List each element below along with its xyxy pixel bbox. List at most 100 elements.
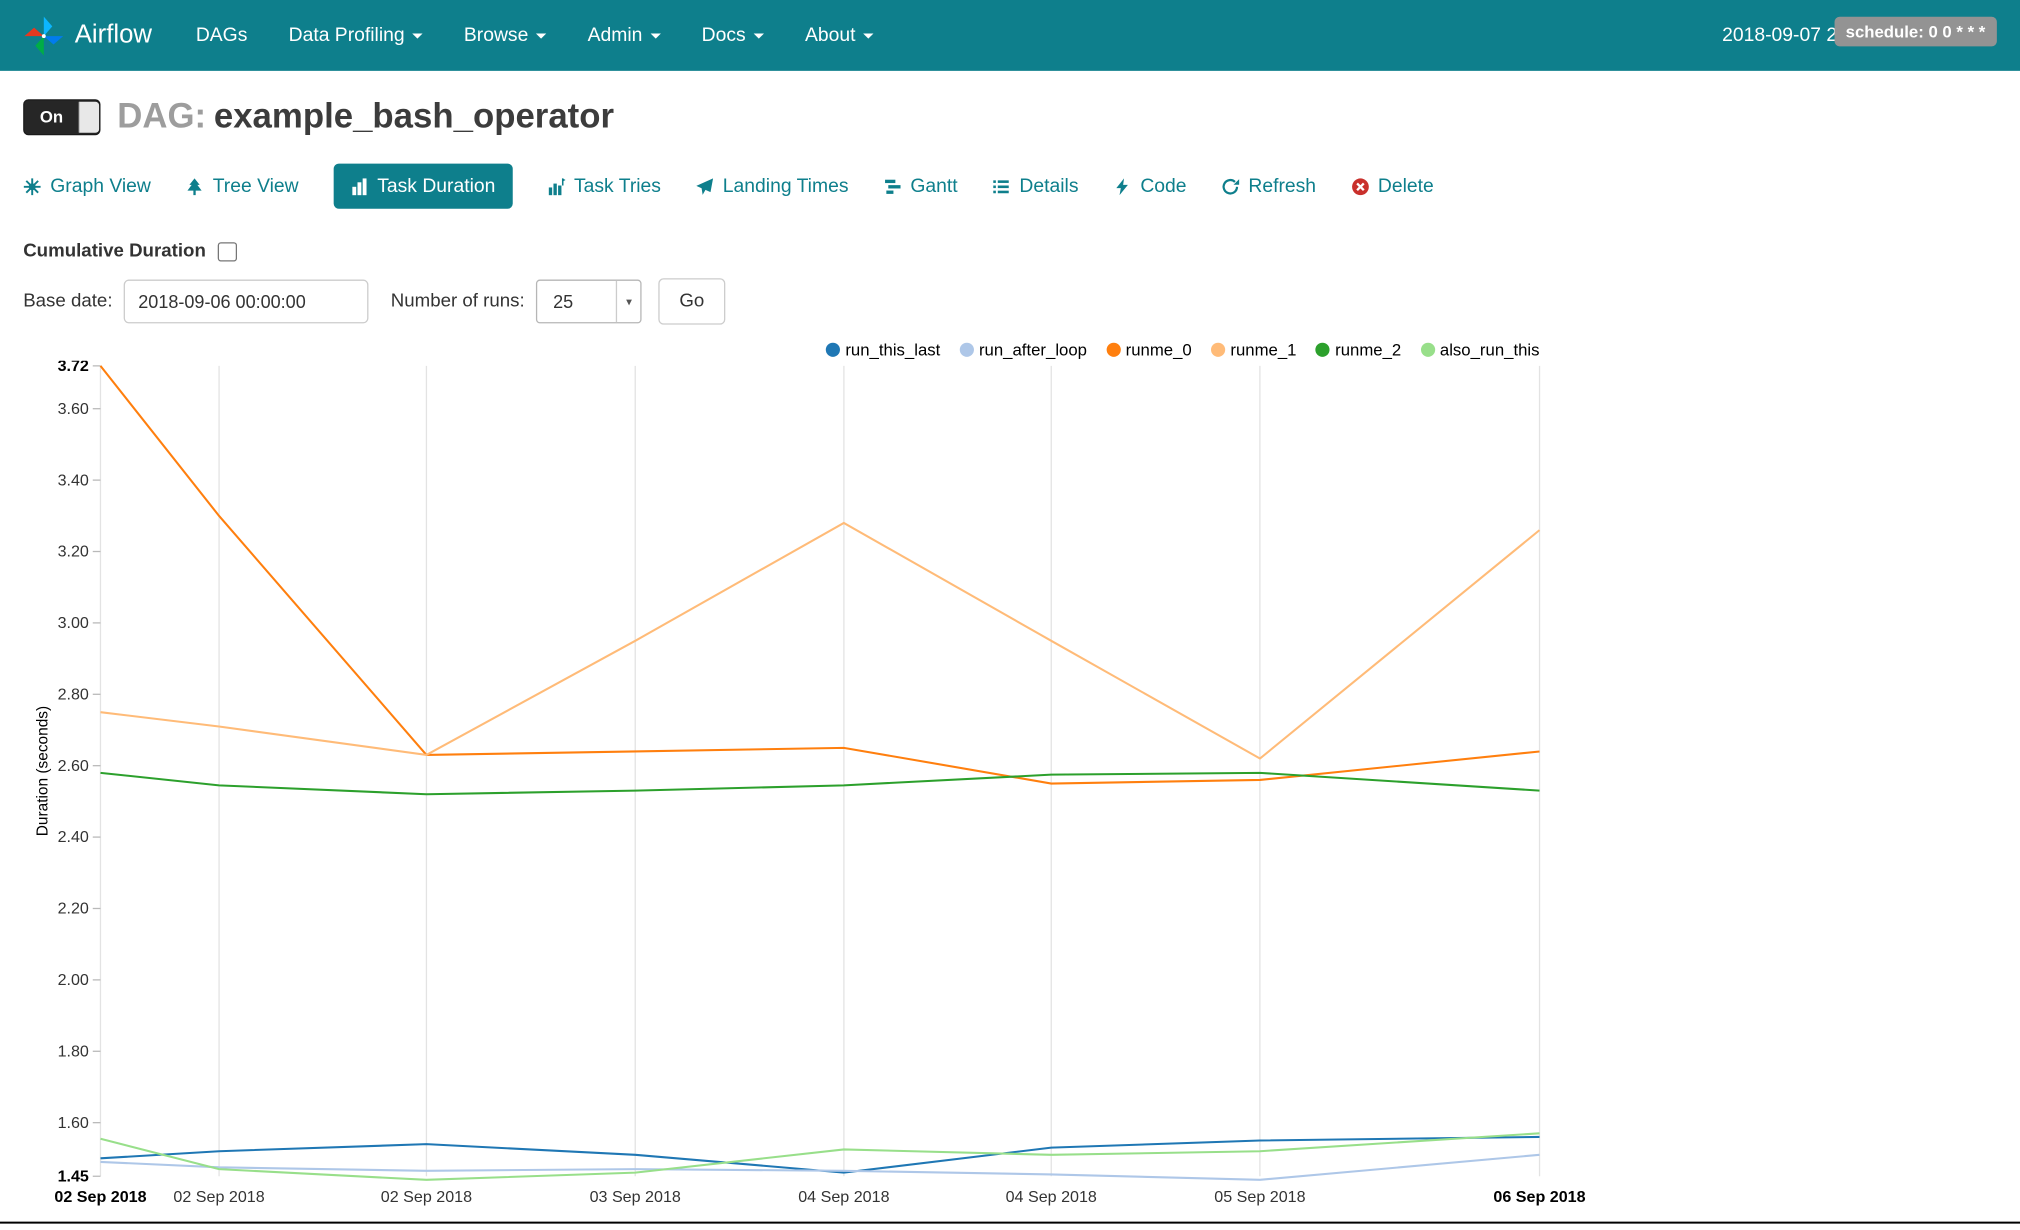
tab-label: Task Tries <box>573 175 661 198</box>
legend-dot <box>1420 342 1435 357</box>
tab-tree-view[interactable]: Tree View <box>186 175 299 197</box>
task-duration-chart: 3.72 3.60 3.40 3.20 3.00 2.80 2.60 2.40 2.20 2.00… <box>0 361 2020 1224</box>
svg-text:03 Sep 2018: 03 Sep 2018 <box>590 1188 681 1206</box>
chevron-down-icon <box>753 32 764 39</box>
nav-item-dags[interactable]: DAGs <box>175 0 268 71</box>
tab-label: Tree View <box>212 175 299 198</box>
tab-label: Gantt <box>910 175 958 198</box>
svg-text:02 Sep 2018: 02 Sep 2018 <box>54 1188 146 1206</box>
nav-item-label: About <box>804 24 856 47</box>
chart-legend: run_this_last run_after_loop runme_0 runme_… <box>0 338 1540 361</box>
nav-item-docs[interactable]: Docs <box>681 0 784 71</box>
tab-graph-view[interactable]: Graph View <box>23 175 151 197</box>
tab-label: Delete <box>1377 175 1434 198</box>
chevron-down-icon <box>650 32 661 39</box>
delete-icon <box>1351 177 1369 195</box>
svg-text:02 Sep 2018: 02 Sep 2018 <box>381 1188 472 1206</box>
nav-item-label: Browse <box>463 24 529 47</box>
legend-dot <box>1106 342 1121 357</box>
tab-delete[interactable]: Delete <box>1351 175 1434 197</box>
nav-links: DAGs Data Profiling Browse Admin Docs Ab… <box>175 0 894 71</box>
svg-text:3.20: 3.20 <box>58 543 89 561</box>
nav-item-about[interactable]: About <box>784 0 894 71</box>
cumulative-duration-label: Cumulative Duration <box>23 240 206 262</box>
num-runs-select[interactable]: 25 ▾ <box>536 279 642 324</box>
tab-details[interactable]: Details <box>992 175 1079 197</box>
schedule-badge: schedule: 0 0 * * * <box>1834 16 1997 47</box>
nav-item-admin[interactable]: Admin <box>567 0 681 71</box>
nav-item-browse[interactable]: Browse <box>443 0 567 71</box>
tab-label: Landing Times <box>722 175 849 198</box>
code-icon <box>1116 177 1129 195</box>
toggle-knob <box>78 101 100 133</box>
legend-label: run_after_loop <box>978 339 1087 359</box>
nav-item-label: Admin <box>587 24 643 47</box>
task-duration-icon <box>352 177 367 195</box>
tab-task-duration[interactable]: Task Duration <box>333 163 513 209</box>
tab-code[interactable]: Code <box>1113 175 1187 198</box>
tab-gantt[interactable]: Gantt <box>883 175 958 198</box>
airflow-brand[interactable]: Airflow <box>23 15 152 56</box>
svg-text:2.40: 2.40 <box>58 828 89 846</box>
landing-times-icon <box>696 177 714 195</box>
legend-item-run_this_last[interactable]: run_this_last <box>826 339 941 359</box>
legend-dot <box>1211 342 1226 357</box>
dag-name: example_bash_operator <box>213 96 615 136</box>
view-tabs: Graph View Tree View Task Duration T <box>23 163 1997 209</box>
legend-label: runme_2 <box>1335 339 1402 359</box>
legend-item-also_run_this[interactable]: also_run_this <box>1420 339 1540 359</box>
cumulative-duration-checkbox[interactable] <box>217 241 237 261</box>
svg-text:02 Sep 2018: 02 Sep 2018 <box>173 1188 264 1206</box>
chevron-down-icon <box>536 32 547 39</box>
svg-text:05 Sep 2018: 05 Sep 2018 <box>1214 1188 1305 1206</box>
legend-item-run_after_loop[interactable]: run_after_loop <box>959 339 1087 359</box>
gantt-icon <box>884 179 901 194</box>
tab-label: Code <box>1140 175 1187 198</box>
svg-text:3.00: 3.00 <box>58 614 89 632</box>
svg-text:2.60: 2.60 <box>58 757 89 775</box>
tab-landing-times[interactable]: Landing Times <box>696 175 849 198</box>
main-content: On DAG: example_bash_operator Graph View <box>0 97 2020 325</box>
dag-header: On DAG: example_bash_operator <box>23 97 1997 137</box>
nav-item-label: Docs <box>701 24 746 47</box>
go-button[interactable]: Go <box>658 278 725 325</box>
dag-prefix-label: DAG: <box>117 96 207 136</box>
svg-text:2.00: 2.00 <box>58 971 89 989</box>
svg-text:Duration (seconds): Duration (seconds) <box>35 706 52 836</box>
base-date-label: Base date: <box>23 291 113 312</box>
svg-text:3.72: 3.72 <box>58 361 89 375</box>
tab-task-tries[interactable]: Task Tries <box>547 175 661 197</box>
toggle-on-label: On <box>39 106 64 127</box>
dag-on-off-toggle[interactable]: On <box>23 98 101 135</box>
tab-refresh[interactable]: Refresh <box>1221 175 1316 197</box>
num-runs-label: Number of runs: <box>390 291 525 312</box>
legend-dot <box>826 342 841 357</box>
base-date-input[interactable] <box>124 279 369 324</box>
legend-item-runme_0[interactable]: runme_0 <box>1106 339 1192 359</box>
nav-item-label: Data Profiling <box>288 24 405 47</box>
legend-item-runme_2[interactable]: runme_2 <box>1315 339 1402 359</box>
page-title: DAG: example_bash_operator <box>117 97 614 137</box>
tab-label: Task Duration <box>377 175 496 198</box>
legend-label: runme_1 <box>1230 339 1297 359</box>
top-navbar: Airflow DAGs Data Profiling Browse Admin… <box>0 0 2020 71</box>
legend-label: runme_0 <box>1125 339 1192 359</box>
tree-view-icon <box>187 177 202 195</box>
details-icon <box>993 179 1010 193</box>
chart-section: run_this_last run_after_loop runme_0 runme_… <box>0 338 2020 1228</box>
legend-label: run_this_last <box>845 339 941 359</box>
svg-text:3.60: 3.60 <box>58 400 89 418</box>
svg-text:04 Sep 2018: 04 Sep 2018 <box>1006 1188 1097 1206</box>
select-arrow-icon: ▾ <box>616 280 640 323</box>
chart-controls-row: Base date: Number of runs: 25 ▾ Go <box>23 278 1997 325</box>
svg-text:1.60: 1.60 <box>58 1114 89 1132</box>
svg-text:1.80: 1.80 <box>58 1042 89 1060</box>
nav-item-data-profiling[interactable]: Data Profiling <box>268 0 443 71</box>
legend-dot <box>1315 342 1330 357</box>
svg-text:2.20: 2.20 <box>58 900 89 918</box>
legend-dot <box>959 342 974 357</box>
legend-label: also_run_this <box>1439 339 1540 359</box>
svg-text:04 Sep 2018: 04 Sep 2018 <box>798 1188 889 1206</box>
svg-text:1.45: 1.45 <box>58 1167 89 1185</box>
legend-item-runme_1[interactable]: runme_1 <box>1211 339 1297 359</box>
